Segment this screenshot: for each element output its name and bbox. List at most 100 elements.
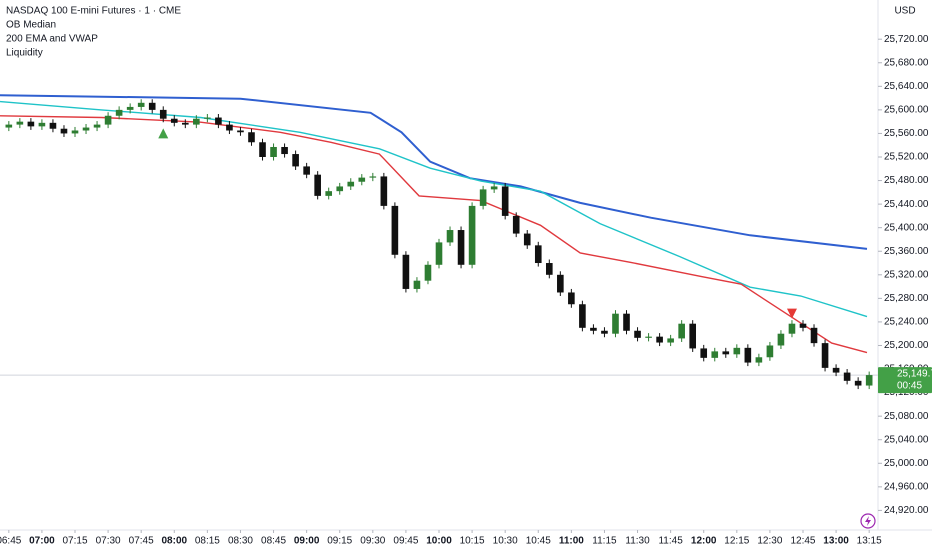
chart-title: NASDAQ 100 E-mini Futures · 1 · CME — [6, 6, 181, 17]
lightning-icon[interactable] — [860, 513, 876, 529]
y-tick-label: 25,040.00 — [884, 434, 929, 445]
x-tick-label: 09:30 — [360, 536, 385, 547]
candle-body — [755, 357, 763, 363]
candle-body — [722, 351, 730, 355]
candle-body — [71, 130, 79, 134]
y-tick-label: 24,920.00 — [884, 505, 929, 516]
candle-body — [733, 347, 741, 355]
candle-body — [777, 333, 785, 346]
y-tick-label: 25,400.00 — [884, 222, 929, 233]
candle-body — [303, 166, 310, 175]
y-tick-label: 25,560.00 — [884, 128, 929, 139]
candle-body — [270, 146, 277, 157]
x-tick-label: 08:00 — [161, 536, 187, 547]
y-tick-label: 25,080.00 — [884, 411, 929, 422]
candle-body — [568, 292, 575, 305]
y-tick-label: 25,520.00 — [884, 152, 929, 163]
candle-body — [832, 367, 840, 373]
candle-body — [380, 176, 388, 206]
candle-body — [590, 327, 597, 331]
plot-area — [0, 94, 878, 390]
x-tick-label: 10:30 — [493, 536, 518, 547]
candle-body — [700, 348, 708, 358]
x-tick-label: 07:15 — [62, 536, 87, 547]
x-tick-label: 10:15 — [460, 536, 485, 547]
x-tick-label: 08:30 — [228, 536, 253, 547]
candle-body — [612, 313, 619, 334]
candle-body — [38, 122, 46, 127]
x-tick-label: 07:30 — [96, 536, 121, 547]
candle-body — [82, 127, 90, 131]
candle-body — [325, 191, 333, 196]
candle-body — [512, 215, 520, 234]
x-tick-label: 13:15 — [857, 536, 882, 547]
currency-label[interactable]: USD — [894, 6, 915, 17]
signal-marker — [158, 128, 169, 139]
candle-body — [336, 186, 344, 192]
candle-body — [788, 323, 796, 334]
candle-body — [115, 109, 123, 116]
candle-body — [137, 102, 145, 107]
candle-body — [534, 245, 542, 264]
candle-body — [810, 327, 818, 344]
candle-body — [170, 118, 178, 123]
candle-body — [204, 117, 211, 119]
candle-body — [667, 338, 674, 343]
candle-body — [347, 181, 355, 187]
x-tick-label: 06:45 — [0, 536, 22, 547]
candle-body — [215, 117, 222, 125]
candle-body — [292, 154, 299, 167]
candle-body — [259, 142, 266, 157]
x-tick-label: 09:15 — [327, 536, 352, 547]
candle-body — [126, 106, 134, 110]
candle-body — [766, 345, 774, 358]
candle-body — [446, 230, 454, 243]
candle-body — [49, 122, 57, 129]
x-tick-label: 11:15 — [592, 536, 617, 547]
x-tick-label: 09:00 — [294, 536, 320, 547]
indicator-label: Liquidity — [6, 48, 43, 59]
candle-body — [104, 115, 112, 125]
candle-body — [523, 233, 531, 246]
candle-body — [457, 230, 465, 265]
candle-body — [60, 128, 68, 134]
candle-body — [391, 205, 399, 255]
candle-body — [281, 146, 288, 155]
candle-body — [402, 254, 410, 289]
candle-body — [248, 132, 255, 143]
y-tick-label: 25,600.00 — [884, 105, 929, 116]
x-tick-label: 11:45 — [658, 536, 683, 547]
y-tick-label: 25,200.00 — [884, 340, 929, 351]
candle-body — [27, 121, 35, 127]
candle-body — [226, 124, 233, 131]
candle-body — [468, 205, 476, 265]
candle-body — [358, 177, 366, 182]
y-tick-label: 25,000.00 — [884, 458, 929, 469]
x-tick-label: 07:45 — [129, 536, 154, 547]
candle-body — [369, 176, 377, 178]
candle-body — [865, 375, 873, 386]
y-tick-label: 24,960.00 — [884, 481, 929, 492]
candle-body — [148, 102, 156, 110]
last-price-label: 25,149.75 — [897, 369, 932, 380]
countdown-label: 00:45 — [897, 381, 922, 392]
candle-body — [16, 121, 24, 125]
y-tick-label: 25,680.00 — [884, 57, 929, 68]
candle-body — [557, 274, 564, 293]
candle-body — [645, 336, 652, 338]
candle-body — [545, 263, 553, 275]
x-tick-label: 12:30 — [757, 536, 782, 547]
x-tick-label: 11:30 — [625, 536, 650, 547]
candle-body — [490, 186, 498, 190]
x-tick-label: 10:00 — [426, 536, 452, 547]
candle-body — [689, 323, 697, 349]
candle-body — [678, 323, 685, 339]
candle-body — [93, 124, 101, 128]
y-tick-label: 25,240.00 — [884, 317, 929, 328]
candle-body — [854, 380, 862, 386]
candle-body — [435, 242, 443, 265]
y-tick-label: 25,320.00 — [884, 269, 929, 280]
y-tick-label: 25,720.00 — [884, 34, 929, 45]
